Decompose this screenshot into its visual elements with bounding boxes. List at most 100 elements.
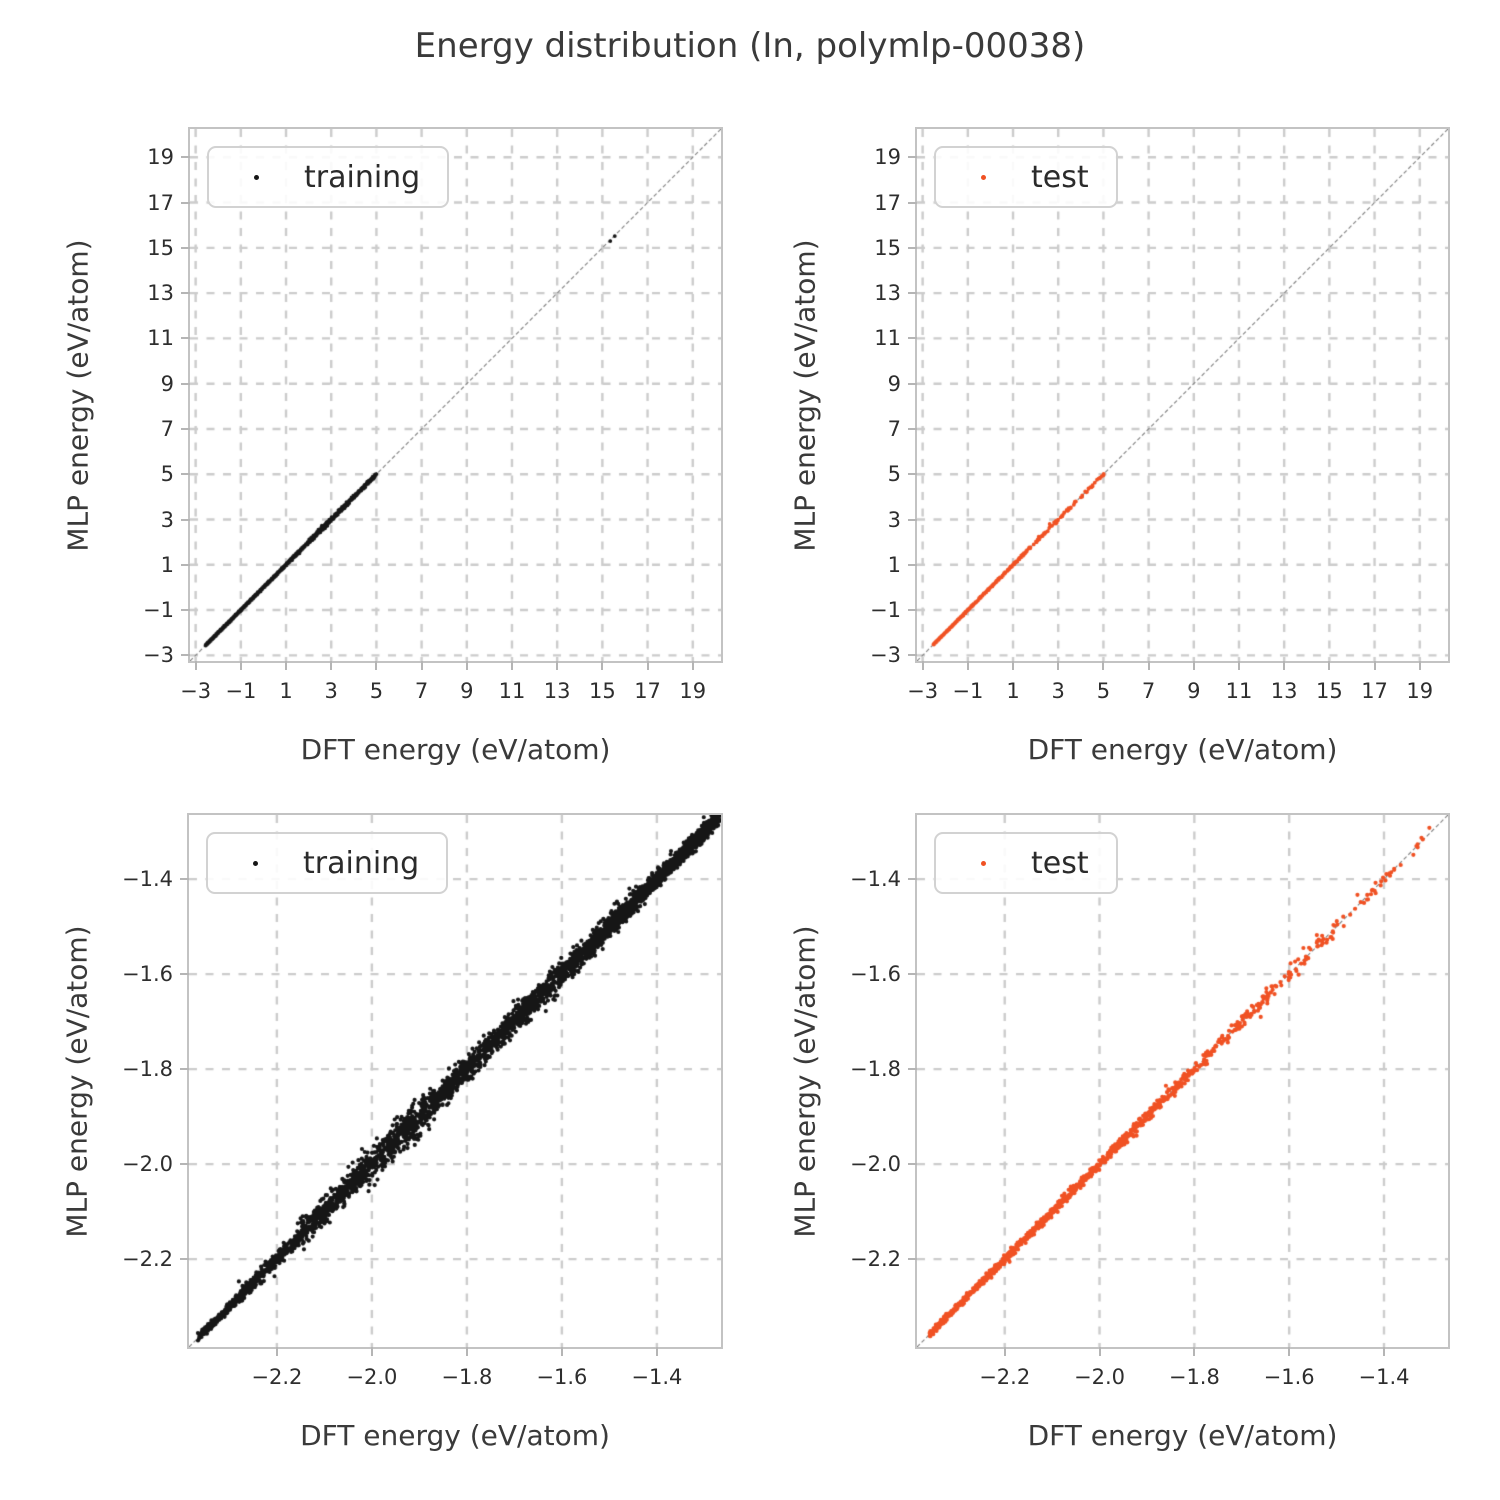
x-tick-mark (1288, 1347, 1291, 1356)
y-tick-mark (908, 609, 917, 612)
x-tick-mark (1418, 661, 1421, 670)
scatter-canvas-training-zoom (189, 815, 721, 1347)
y-tick-mark (181, 201, 190, 204)
y-tick-label: 3 (887, 507, 901, 532)
y-tick-label: −3 (143, 643, 174, 668)
y-tick-mark (181, 473, 190, 476)
legend: training (207, 146, 450, 208)
y-tick-mark (908, 1068, 917, 1071)
y-tick-mark (908, 156, 917, 159)
y-axis-label: MLP energy (eV/atom) (60, 924, 94, 1238)
x-tick-label: −2.2 (979, 1365, 1031, 1389)
y-tick-mark (908, 427, 917, 430)
x-tick-label: −1 (952, 679, 984, 703)
y-tick-mark (908, 201, 917, 204)
x-tick-label: 1 (1006, 679, 1020, 703)
y-tick-label: 19 (147, 145, 174, 170)
y-axis-ticks: −3 −1 1 3 5 7 9 11 13 15 17 19 (822, 129, 917, 667)
x-tick-label: 7 (414, 679, 429, 703)
x-axis-label: DFT energy (eV/atom) (300, 733, 611, 766)
legend-marker-area (209, 174, 304, 180)
y-tick-mark (181, 156, 190, 159)
x-tick-mark (1283, 661, 1286, 670)
x-tick-label: −2.0 (346, 1365, 398, 1389)
x-tick-label: −1.6 (536, 1365, 588, 1389)
x-tick-label: 15 (588, 679, 616, 703)
x-tick-mark (655, 1347, 658, 1356)
x-tick-mark (1098, 1347, 1101, 1356)
x-tick-label: 13 (1270, 679, 1298, 703)
y-tick-mark (908, 382, 917, 385)
y-tick-label: 9 (160, 371, 174, 396)
y-tick-mark (181, 609, 190, 612)
y-axis-label: MLP energy (eV/atom) (61, 238, 95, 552)
x-tick-label: −1 (225, 679, 257, 703)
y-tick-mark (181, 427, 190, 430)
legend-marker-area (936, 174, 1031, 180)
legend-label: training (303, 845, 420, 881)
x-tick-label: 9 (1187, 679, 1201, 703)
y-axis-ticks: −3 −1 1 3 5 7 9 11 13 15 17 19 (95, 129, 190, 667)
x-tick-mark (420, 661, 423, 670)
y-tick-label: 11 (147, 326, 174, 351)
y-tick-mark (180, 1068, 189, 1071)
x-tick-label: −1.6 (1263, 1365, 1315, 1389)
legend-marker-dot (254, 174, 259, 180)
y-tick-mark (908, 246, 917, 249)
x-tick-mark (330, 661, 333, 670)
y-tick-mark (181, 246, 190, 249)
y-tick-label: 15 (874, 235, 901, 260)
y-tick-mark (180, 1258, 189, 1261)
y-axis-label-box: MLP energy (eV/atom) (785, 129, 825, 661)
y-tick-label: 19 (874, 145, 901, 170)
y-tick-label: −1 (870, 598, 901, 623)
x-axis-label: DFT energy (eV/atom) (1027, 1419, 1338, 1452)
y-tick-label: −1 (143, 598, 174, 623)
y-tick-mark (908, 1163, 917, 1166)
x-tick-label: 3 (1051, 679, 1065, 703)
y-axis-label-box: MLP energy (eV/atom) (785, 815, 825, 1347)
legend: test (934, 832, 1118, 894)
x-tick-mark (275, 1347, 278, 1356)
x-tick-mark (1057, 661, 1060, 670)
y-tick-label: −1.6 (850, 962, 901, 987)
x-tick-mark (966, 661, 969, 670)
x-tick-label: −1.8 (1168, 1365, 1220, 1389)
y-tick-mark (908, 973, 917, 976)
y-tick-mark (181, 337, 190, 340)
x-tick-label: 1 (279, 679, 293, 703)
y-tick-label: 17 (874, 190, 901, 215)
x-tick-mark (560, 1347, 563, 1356)
x-tick-label: 5 (1096, 679, 1111, 703)
y-axis-ticks: −2.2 −2.0 −1.8 −1.6 −1.4 (94, 815, 189, 1347)
y-tick-mark (908, 1258, 917, 1261)
y-tick-mark (181, 292, 190, 295)
x-tick-mark (1328, 661, 1331, 670)
y-tick-label: 15 (147, 235, 174, 260)
y-tick-label: −2.2 (850, 1247, 901, 1272)
y-tick-label: 11 (874, 326, 901, 351)
y-tick-mark (181, 382, 190, 385)
x-tick-mark (510, 661, 513, 670)
subplot-training-zoom: training −2.2 −2.0 −1.8 −1.6 −1.4 −2.2 −2.0 −1… (61, 813, 723, 1452)
scatter-canvas-training-overview (190, 129, 721, 661)
x-tick-mark (1147, 661, 1150, 670)
x-tick-label: −3 (907, 679, 939, 703)
x-tick-mark (370, 1347, 373, 1356)
x-tick-label: 11 (1225, 679, 1253, 703)
x-axis-ticks: −2.2 −2.0 −1.8 −1.6 −1.4 (917, 1347, 1448, 1417)
x-tick-mark (691, 661, 694, 670)
x-tick-label: 5 (369, 679, 384, 703)
y-tick-mark (181, 563, 190, 566)
x-tick-mark (1373, 661, 1376, 670)
y-axis-label-box: MLP energy (eV/atom) (58, 129, 98, 661)
y-tick-label: −1.4 (122, 867, 173, 892)
y-tick-label: 1 (160, 552, 174, 577)
legend-marker-area (936, 860, 1031, 866)
y-tick-label: 13 (147, 281, 174, 306)
x-axis-label: DFT energy (eV/atom) (1027, 733, 1338, 766)
x-tick-mark (1237, 661, 1240, 670)
x-tick-mark (465, 661, 468, 670)
scatter-canvas-test-zoom (917, 815, 1448, 1347)
x-tick-mark (1102, 661, 1105, 670)
